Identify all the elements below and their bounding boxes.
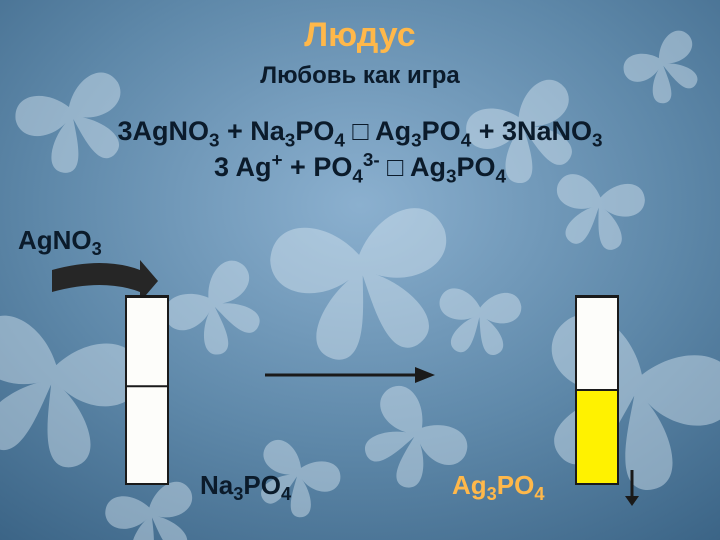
label-na3po4: Na3PO4 — [200, 470, 291, 505]
test-tube-right — [575, 295, 619, 485]
precipitate-arrow-icon — [624, 470, 640, 506]
label-agno3: AgNO3 — [18, 225, 102, 260]
reaction-arrow-icon — [265, 365, 435, 385]
subtitle: Любовь как игра — [0, 62, 720, 90]
equation-molecular: 3AgNO3 + Na3PO4 □ Ag3PO4 + 3NaNO3 — [0, 116, 720, 152]
title: Людус — [0, 16, 720, 55]
label-ag3po4: Ag3PO4 — [452, 470, 545, 505]
test-tube-left — [125, 295, 169, 485]
equation-ionic: 3 Ag+ + PO43- □ Ag3PO4 — [0, 150, 720, 188]
slide: Людус Любовь как игра 3AgNO3 + Na3PO4 □ … — [0, 0, 720, 540]
